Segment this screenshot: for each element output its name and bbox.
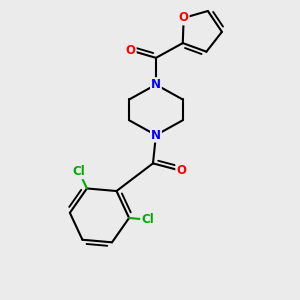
Text: O: O [126,44,136,57]
Text: O: O [179,11,189,24]
Text: Cl: Cl [73,165,85,178]
Text: Cl: Cl [141,213,154,226]
Text: N: N [151,78,161,91]
Text: O: O [176,164,186,177]
Text: N: N [151,129,161,142]
